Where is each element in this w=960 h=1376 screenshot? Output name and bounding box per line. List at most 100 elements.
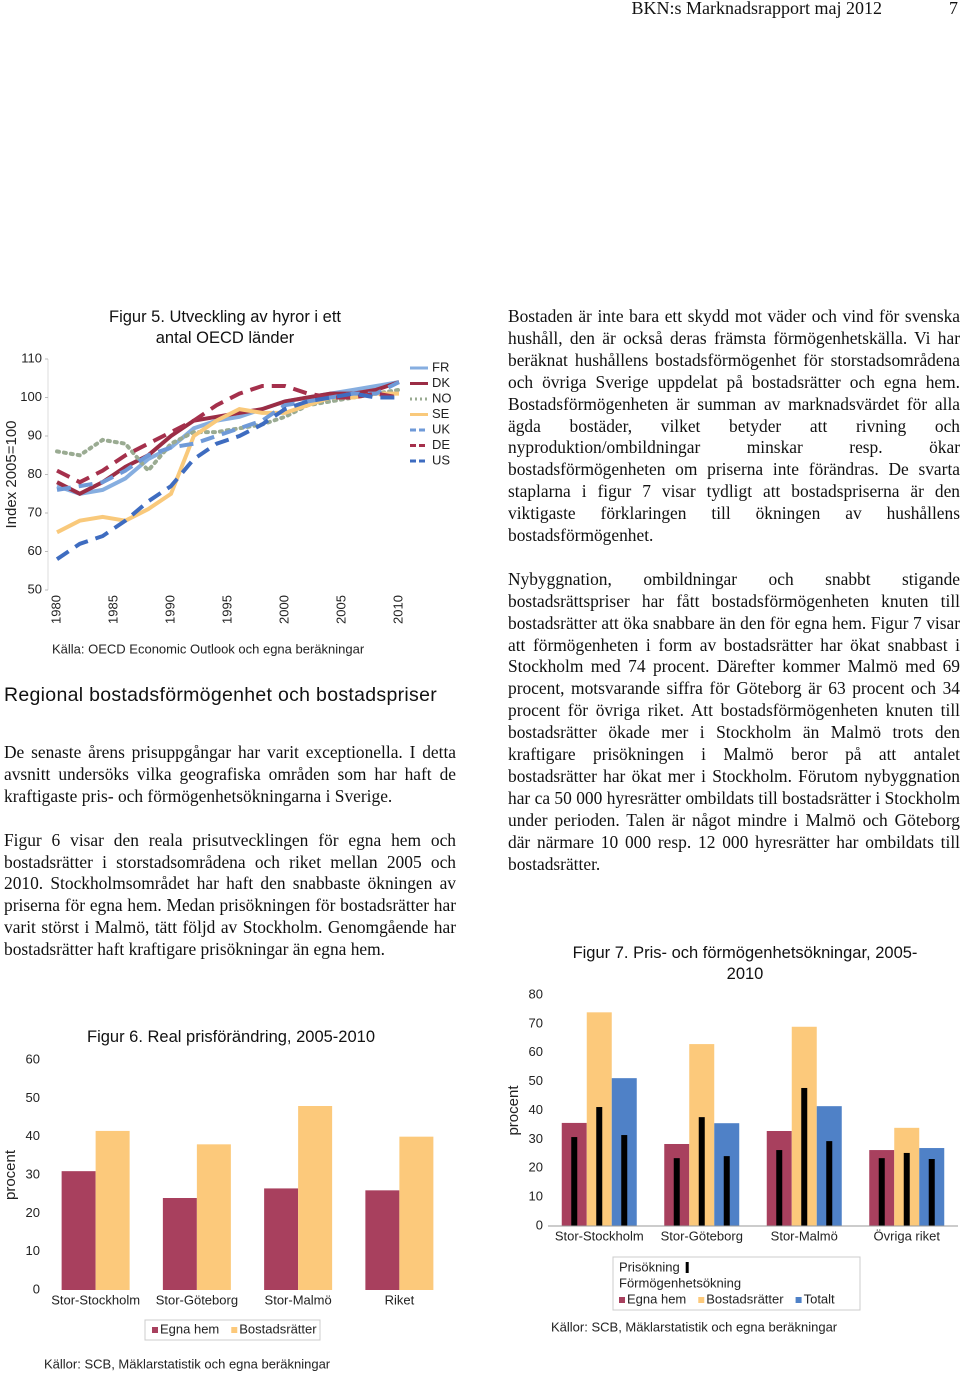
bar — [365, 1190, 400, 1290]
x-tick-label: 2000 — [276, 595, 291, 624]
legend-label: NO — [432, 390, 452, 405]
legend-swatch — [795, 1297, 802, 1303]
legend-label: SE — [432, 406, 450, 421]
overlay-bar — [928, 1159, 935, 1226]
bar — [196, 1144, 231, 1290]
y-tick-label: 60 — [529, 1044, 543, 1059]
legend-swatch — [231, 1327, 238, 1333]
x-tick-label: 1980 — [48, 595, 63, 624]
y-tick-label: 60 — [28, 543, 42, 558]
x-tick-label: 1995 — [219, 595, 234, 624]
legend-swatch — [685, 1262, 689, 1273]
line — [56, 391, 399, 535]
overlay-bar — [723, 1156, 730, 1226]
y-tick-label: 40 — [529, 1102, 543, 1117]
legend-label: Prisökning — [619, 1259, 680, 1274]
y-tick-label: 40 — [26, 1128, 40, 1143]
legend-label: Egna hem — [627, 1291, 686, 1306]
y-tick-label: 20 — [26, 1205, 40, 1220]
y-axis-label: procent — [505, 1085, 522, 1136]
bar — [95, 1130, 130, 1290]
x-tick-label: Stor-Göteborg — [156, 1292, 238, 1307]
right-text: Bostaden är inte bara ett skydd mot väde… — [508, 306, 960, 876]
overlay-bar — [776, 1150, 783, 1226]
legend-label: DE — [432, 437, 450, 452]
y-tick-label: 10 — [26, 1243, 40, 1258]
overlay-bar — [878, 1158, 885, 1226]
y-tick-label: 50 — [529, 1073, 543, 1088]
bar — [162, 1198, 197, 1290]
y-tick-label: 80 — [28, 466, 42, 481]
legend-label: DK — [432, 375, 450, 390]
legend-label: US — [432, 452, 450, 467]
source-note: Källor: SCB, Mäklarstatistik och egna be… — [551, 1319, 838, 1334]
y-tick-label: 70 — [28, 504, 42, 519]
bar — [61, 1171, 96, 1290]
overlay-bar — [596, 1107, 603, 1226]
section-heading: Regional bostadsförmögenhet och bostadsp… — [4, 684, 438, 706]
overlay-bar — [698, 1117, 705, 1226]
figure-title: Figur 5. Utveckling av hyror i ett antal… — [109, 308, 341, 347]
y-tick-label: 30 — [26, 1166, 40, 1181]
figure-title: Figur 6. Real prisförändring, 2005-2010 — [87, 1028, 376, 1046]
y-tick-label: 60 — [26, 1051, 40, 1066]
source-note: Källa: OECD Economic Outlook och egna be… — [52, 641, 365, 656]
y-axis-label: Index 2005=100 — [3, 420, 20, 528]
bar — [264, 1188, 299, 1290]
overlay-bar — [903, 1152, 910, 1226]
x-tick-label: Övriga riket — [874, 1228, 941, 1243]
legend-label: Bostadsrätter — [239, 1321, 317, 1336]
x-tick-label: Stor-Stockholm — [555, 1228, 644, 1243]
y-tick-label: 50 — [26, 1090, 40, 1105]
x-tick-label: 1985 — [105, 595, 120, 624]
bar — [399, 1136, 434, 1290]
x-tick-label: 2005 — [333, 595, 348, 624]
paragraph: Nybyggnation, ombildningar och snabbt st… — [508, 568, 960, 874]
y-tick-label: 90 — [28, 427, 42, 442]
y-axis-label: procent — [2, 1149, 19, 1200]
line — [56, 380, 400, 492]
legend-label: Egna hem — [160, 1321, 219, 1336]
legend-label: FR — [432, 359, 449, 374]
header-title: BKN:s Marknadsrapport maj 2012 — [631, 0, 882, 18]
overlay-bar — [621, 1135, 628, 1226]
y-tick-label: 30 — [529, 1131, 543, 1146]
y-tick-label: 0 — [33, 1281, 40, 1296]
y-tick-label: 0 — [536, 1217, 543, 1232]
legend-swatch — [698, 1297, 705, 1303]
legend-swatch — [619, 1297, 625, 1303]
y-tick-label: 70 — [529, 1015, 543, 1030]
legend-box — [612, 1256, 861, 1311]
paragraph: Figur 6 visar den reala prisutvecklingen… — [4, 829, 456, 960]
y-tick-label: 10 — [529, 1189, 543, 1204]
x-tick-label: Stor-Göteborg — [661, 1228, 743, 1243]
y-tick-label: 20 — [529, 1160, 543, 1175]
figure-title: Figur 7. Pris- och förmögenhetsökningar,… — [572, 944, 918, 983]
overlay-bar — [801, 1087, 808, 1226]
paragraph: Bostaden är inte bara ett skydd mot väde… — [508, 306, 960, 546]
y-tick-label: 50 — [28, 581, 42, 596]
overlay-bar — [673, 1158, 680, 1226]
x-tick-label: 1990 — [162, 595, 177, 624]
x-tick-label: Stor-Stockholm — [51, 1292, 140, 1307]
bar — [298, 1106, 333, 1290]
x-tick-label: Stor-Malmö — [265, 1292, 332, 1307]
y-tick-label: 100 — [20, 389, 42, 404]
source-note: Källor: SCB, Mäklarstatistik och egna be… — [44, 1356, 331, 1371]
x-tick-label: 2010 — [390, 595, 405, 624]
y-tick-label: 80 — [529, 986, 543, 1001]
x-tick-label: Riket — [385, 1292, 415, 1307]
legend-label: Totalt — [804, 1291, 835, 1306]
legend-label: UK — [432, 421, 450, 436]
overlay-bar — [571, 1137, 578, 1226]
left-text: De senaste årens prisuppgångar har varit… — [4, 742, 456, 961]
paragraph: De senaste årens prisuppgångar har varit… — [4, 742, 456, 806]
legend-label: Förmögenhetsökning — [619, 1275, 741, 1290]
overlay-bar — [826, 1141, 833, 1226]
legend-label: Bostadsrätter — [706, 1291, 784, 1306]
page-number: 7 — [949, 0, 958, 18]
legend-swatch — [152, 1327, 158, 1333]
x-tick-label: Stor-Malmö — [771, 1228, 838, 1243]
